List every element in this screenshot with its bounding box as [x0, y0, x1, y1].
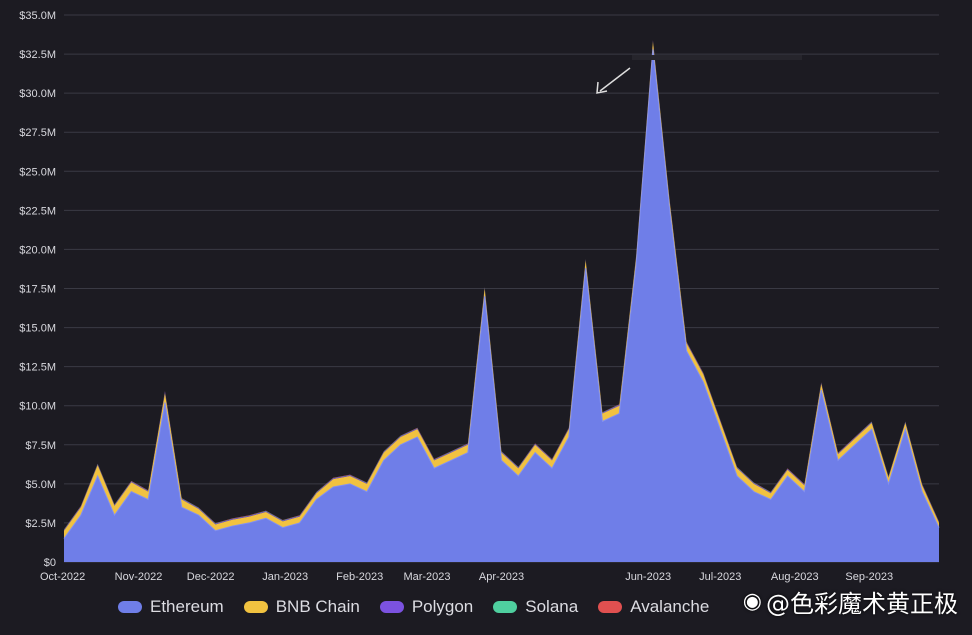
- y-tick-label: $25.0M: [19, 166, 56, 178]
- y-tick-label: $12.5M: [19, 362, 56, 374]
- grid-layer: [64, 14, 939, 563]
- ethereum-line: [63, 49, 940, 539]
- legend-swatch-solana: [493, 601, 518, 613]
- annotation-arrow-line: [599, 67, 631, 92]
- legend-label-polygon: Polygon: [411, 597, 474, 616]
- legend-label-ethereum: Ethereum: [150, 597, 224, 616]
- annotation-redacted-label: [632, 55, 802, 60]
- y-tick-label: $22.5M: [19, 205, 56, 217]
- y-tick-label: $2.5M: [25, 518, 56, 530]
- legend-label-bnb-chain: BNB Chain: [275, 597, 360, 616]
- watermark-text: @色彩魔术黄正极: [766, 590, 958, 618]
- weibo-icon: ◉: [742, 589, 762, 614]
- y-tick-label: $17.5M: [19, 284, 56, 296]
- y-tick-label: $7.5M: [25, 440, 56, 452]
- x-tick-label: Jan-2023: [262, 571, 308, 583]
- legend-swatch-ethereum: [118, 601, 142, 613]
- y-axis: $0 $2.5M $5.0M $7.5M $10.0M $12.5M $15.0M $17.5…: [19, 10, 56, 569]
- legend: Ethereum BNB Chain Polygon Solana Avalan…: [118, 595, 729, 619]
- y-tick-label: $5.0M: [25, 479, 56, 491]
- y-tick-label: $35.0M: [19, 10, 56, 22]
- peak-annotation: [596, 55, 802, 94]
- x-tick-label: Aug-2023: [771, 571, 819, 583]
- y-tick-label: $32.5M: [19, 49, 56, 61]
- x-tick-label: Jun-2023: [625, 571, 671, 583]
- x-tick-label: Dec-2022: [187, 571, 235, 583]
- legend-item-solana[interactable]: Solana: [493, 597, 578, 617]
- x-tick-label: Mar-2023: [403, 571, 450, 583]
- x-tick-label: Nov-2022: [115, 571, 163, 583]
- x-tick-label: Sep-2023: [845, 571, 893, 583]
- annotation-arrow-head: [596, 81, 608, 94]
- x-tick-label: Feb-2023: [336, 571, 383, 583]
- y-tick-label: $30.0M: [19, 88, 56, 100]
- legend-swatch-polygon: [379, 601, 404, 613]
- y-tick-label: $27.5M: [19, 127, 56, 139]
- area-layer: [63, 40, 940, 562]
- legend-label-avalanche: Avalanche: [630, 597, 710, 616]
- y-tick-label: $15.0M: [19, 323, 56, 335]
- y-tick-label: $0: [44, 557, 56, 569]
- x-tick-label: Oct-2022: [40, 571, 85, 583]
- legend-item-polygon[interactable]: Polygon: [379, 597, 474, 617]
- x-axis: Oct-2022 Nov-2022 Dec-2022 Jan-2023 Feb-2023…: [40, 571, 893, 583]
- area-ethereum[interactable]: [64, 49, 939, 562]
- y-tick-label: $20.0M: [19, 244, 56, 256]
- legend-item-ethereum[interactable]: Ethereum: [118, 597, 224, 617]
- x-tick-label: Apr-2023: [479, 571, 524, 583]
- x-tick-label: Jul-2023: [699, 571, 741, 583]
- legend-item-avalanche[interactable]: Avalanche: [598, 597, 709, 617]
- y-tick-label: $10.0M: [19, 401, 56, 413]
- legend-swatch-avalanche: [598, 601, 623, 613]
- legend-swatch-bnb-chain: [243, 601, 268, 613]
- legend-label-solana: Solana: [525, 597, 579, 616]
- watermark: ◉ @色彩魔术黄正极: [743, 584, 958, 619]
- legend-item-bnb-chain[interactable]: BNB Chain: [243, 597, 360, 617]
